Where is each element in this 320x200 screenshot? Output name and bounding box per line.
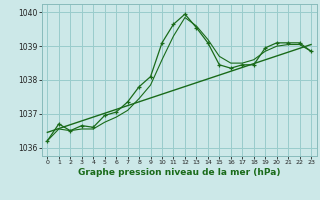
X-axis label: Graphe pression niveau de la mer (hPa): Graphe pression niveau de la mer (hPa) <box>78 168 280 177</box>
